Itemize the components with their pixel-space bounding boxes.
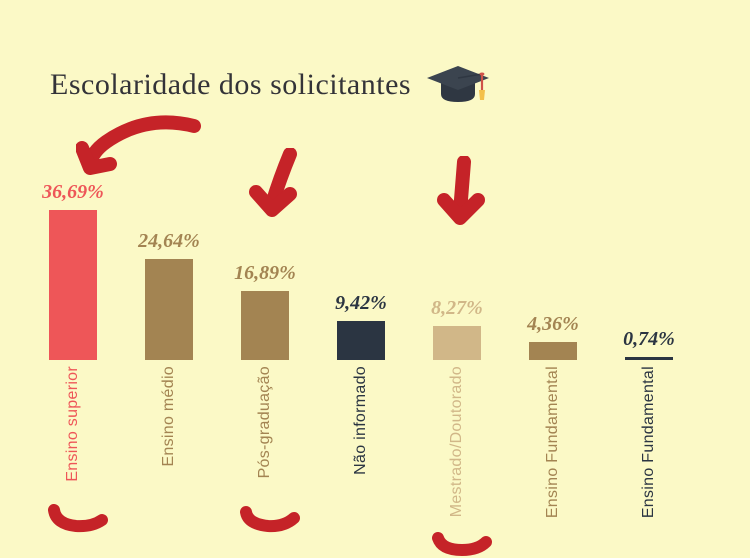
bar [433,326,481,360]
bar-slot: 36,69%Ensino superior [30,210,116,360]
bar [337,321,385,360]
bar-category-label: Ensino Fundamental [640,366,658,518]
bar [145,259,193,360]
bar-value-label: 9,42% [318,292,404,315]
bar-category-label: Ensino superior [64,366,82,482]
bar-value-label: 36,69% [30,181,116,204]
bar-slot: 0,74%Ensino Fundamental [606,357,692,360]
bar-value-label: 16,89% [222,262,308,285]
bar [625,357,673,360]
annotation-arrow-curved [76,112,206,182]
bar-value-label: 8,27% [414,297,500,320]
bar [49,210,97,360]
bar-category-label: Não informado [352,366,370,475]
bar [529,342,577,360]
graduation-cap-icon [425,60,491,110]
title-row: Escolaridade dos solicitantes [50,60,491,110]
page-title: Escolaridade dos solicitantes [50,68,411,102]
bar-category-label: Ensino médio [160,366,178,467]
bar-category-label: Pós-graduação [256,366,274,478]
bar-slot: 9,42%Não informado [318,321,404,360]
bar [241,291,289,360]
bar-slot: 4,36%Ensino Fundamental [510,342,596,360]
bar-slot: 8,27%Mestrado/Doutorado [414,326,500,360]
bar-category-label: Mestrado/Doutorado [448,366,466,517]
bar-value-label: 24,64% [126,230,212,253]
education-bar-chart: 36,69%Ensino superior24,64%Ensino médio1… [30,210,720,540]
bar-category-label: Ensino Fundamental [544,366,562,518]
bar-value-label: 4,36% [510,313,596,336]
bar-slot: 16,89%Pós-graduação [222,291,308,360]
bar-value-label: 0,74% [606,328,692,351]
bar-slot: 24,64%Ensino médio [126,259,212,360]
